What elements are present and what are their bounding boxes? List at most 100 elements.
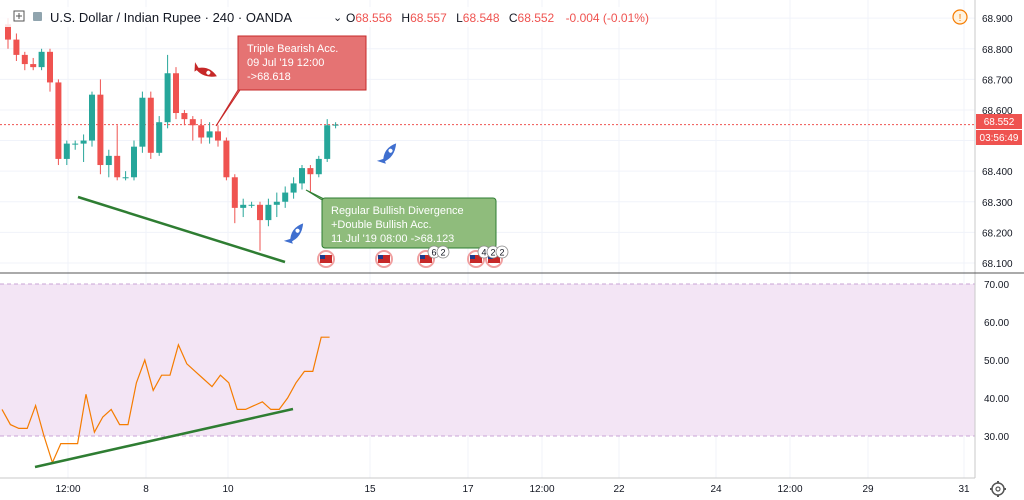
bearish-callout-line-1: Triple Bearish Acc. (247, 43, 338, 55)
info-warning-icon[interactable]: ! (952, 9, 968, 25)
candle-body (324, 125, 331, 159)
candle-body (315, 158, 322, 175)
svg-text:2: 2 (440, 248, 445, 258)
blue-rocket-icon-2 (283, 223, 304, 244)
candle-body (223, 140, 230, 178)
candle-body (290, 183, 297, 193)
bullish-callout[interactable]: Regular Bullish Divergence +Double Bulli… (305, 189, 497, 249)
time-tick-label: 31 (958, 484, 970, 495)
candle-body (89, 94, 95, 141)
price-tick-label: 68.900 (982, 14, 1013, 25)
time-axis[interactable]: 12:00 8 10 15 17 12:00 22 24 12:00 29 31 (55, 484, 970, 495)
candle-body (240, 204, 247, 208)
time-tick-label: 12:00 (529, 484, 554, 495)
candle-body (231, 177, 238, 208)
svg-text:!: ! (959, 13, 962, 24)
candle-body (257, 204, 263, 221)
bullish-callout-line-1: Regular Bullish Divergence (331, 205, 464, 217)
header-background (0, 7, 620, 27)
event-markers[interactable]: 6 2 4 2 2 (317, 245, 509, 268)
candle-body (131, 146, 137, 178)
candle-body (21, 54, 28, 65)
price-tick-label: 68.100 (982, 259, 1013, 270)
candle-body (189, 119, 196, 126)
rsi-trend-line (34, 407, 294, 469)
chevron-down-icon[interactable]: ⌄ (333, 12, 342, 24)
candle-body (299, 168, 305, 184)
time-tick-label: 17 (462, 484, 474, 495)
candle-body (114, 155, 121, 178)
price-tick-label: 68.200 (982, 228, 1013, 239)
candle-body (63, 143, 70, 159)
candle-body (332, 124, 339, 126)
candle-body (30, 64, 37, 68)
bearish-callout[interactable]: Triple Bearish Acc. 09 Jul '19 12:00 ->6… (215, 35, 367, 127)
price-tick-label: 68.700 (982, 75, 1013, 86)
gear-icon[interactable] (990, 481, 1006, 497)
candle-body (156, 122, 163, 153)
symbol-title[interactable]: U.S. Dollar / Indian Rupee · 240 · OANDA (50, 10, 292, 25)
candle-body (139, 97, 146, 147)
svg-text:2: 2 (490, 248, 495, 258)
plus-square-icon[interactable] (13, 10, 25, 22)
candle-body (181, 113, 188, 120)
candle-body (13, 39, 20, 55)
candle-body (215, 131, 221, 141)
candle-body (206, 131, 213, 138)
bearish-callout-line-3: ->68.618 (247, 71, 291, 83)
candle-body (38, 51, 45, 68)
time-tick-label: 29 (862, 484, 874, 495)
price-tick-label: 68.800 (982, 45, 1013, 56)
bullish-callout-line-3: 11 Jul '19 08:00 ->68.123 (331, 233, 454, 245)
time-tick-label: 12:00 (777, 484, 802, 495)
time-tick-label: 15 (364, 484, 376, 495)
candle-body (248, 204, 255, 206)
event-flag-icon[interactable] (317, 250, 335, 268)
event-flag-icon[interactable] (375, 250, 393, 268)
candle-body (273, 201, 280, 205)
rsi-tick-label: 60.00 (984, 318, 1009, 329)
candle-body (97, 94, 104, 166)
event-count-badge: 2 (495, 245, 509, 259)
ohlc-values: O68.556 H68.557 L68.548 C68.552 -0.004 (… (346, 11, 649, 25)
red-rocket-icon (194, 62, 217, 77)
candle-body (47, 51, 53, 83)
rsi-band (0, 284, 975, 436)
blue-rocket-icon-1 (376, 143, 397, 164)
candle-body (55, 82, 62, 159)
candle-body (198, 125, 205, 138)
rsi-axis[interactable]: 70.00 60.00 50.00 40.00 30.00 (984, 280, 1009, 443)
svg-text:6: 6 (431, 248, 436, 258)
rsi-tick-label: 50.00 (984, 356, 1009, 367)
time-tick-label: 10 (222, 484, 234, 495)
price-tick-label: 68.400 (982, 167, 1013, 178)
header-legend: U.S. Dollar / Indian Rupee · 240 · OANDA… (0, 7, 649, 27)
candle-body (122, 177, 129, 179)
event-count-badge: 2 (436, 245, 450, 259)
dot-icon (33, 12, 42, 21)
candle-body (307, 168, 314, 175)
rsi-tick-label: 70.00 (984, 280, 1009, 291)
last-price-label: 68.552 (984, 117, 1015, 128)
time-tick-label: 22 (613, 484, 625, 495)
candles (5, 18, 339, 251)
rsi-tick-label: 40.00 (984, 394, 1009, 405)
candle-body (80, 140, 87, 144)
svg-text:2: 2 (499, 248, 504, 258)
bullish-callout-line-2: +Double Bullish Acc. (331, 219, 432, 231)
svg-text:4: 4 (481, 248, 486, 258)
price-tick-label: 68.600 (982, 106, 1013, 117)
countdown-label: 03:56:49 (980, 133, 1019, 144)
candle-body (147, 97, 154, 153)
candle-body (72, 143, 79, 145)
time-tick-label: 8 (143, 484, 149, 495)
candle-body (164, 73, 171, 123)
last-price-tag: 68.552 03:56:49 (976, 114, 1022, 145)
candle-body (282, 192, 289, 202)
price-tick-label: 68.300 (982, 198, 1013, 209)
candle-body (173, 73, 179, 114)
time-tick-label: 12:00 (55, 484, 80, 495)
rsi-tick-label: 30.00 (984, 432, 1009, 443)
time-tick-label: 24 (710, 484, 722, 495)
